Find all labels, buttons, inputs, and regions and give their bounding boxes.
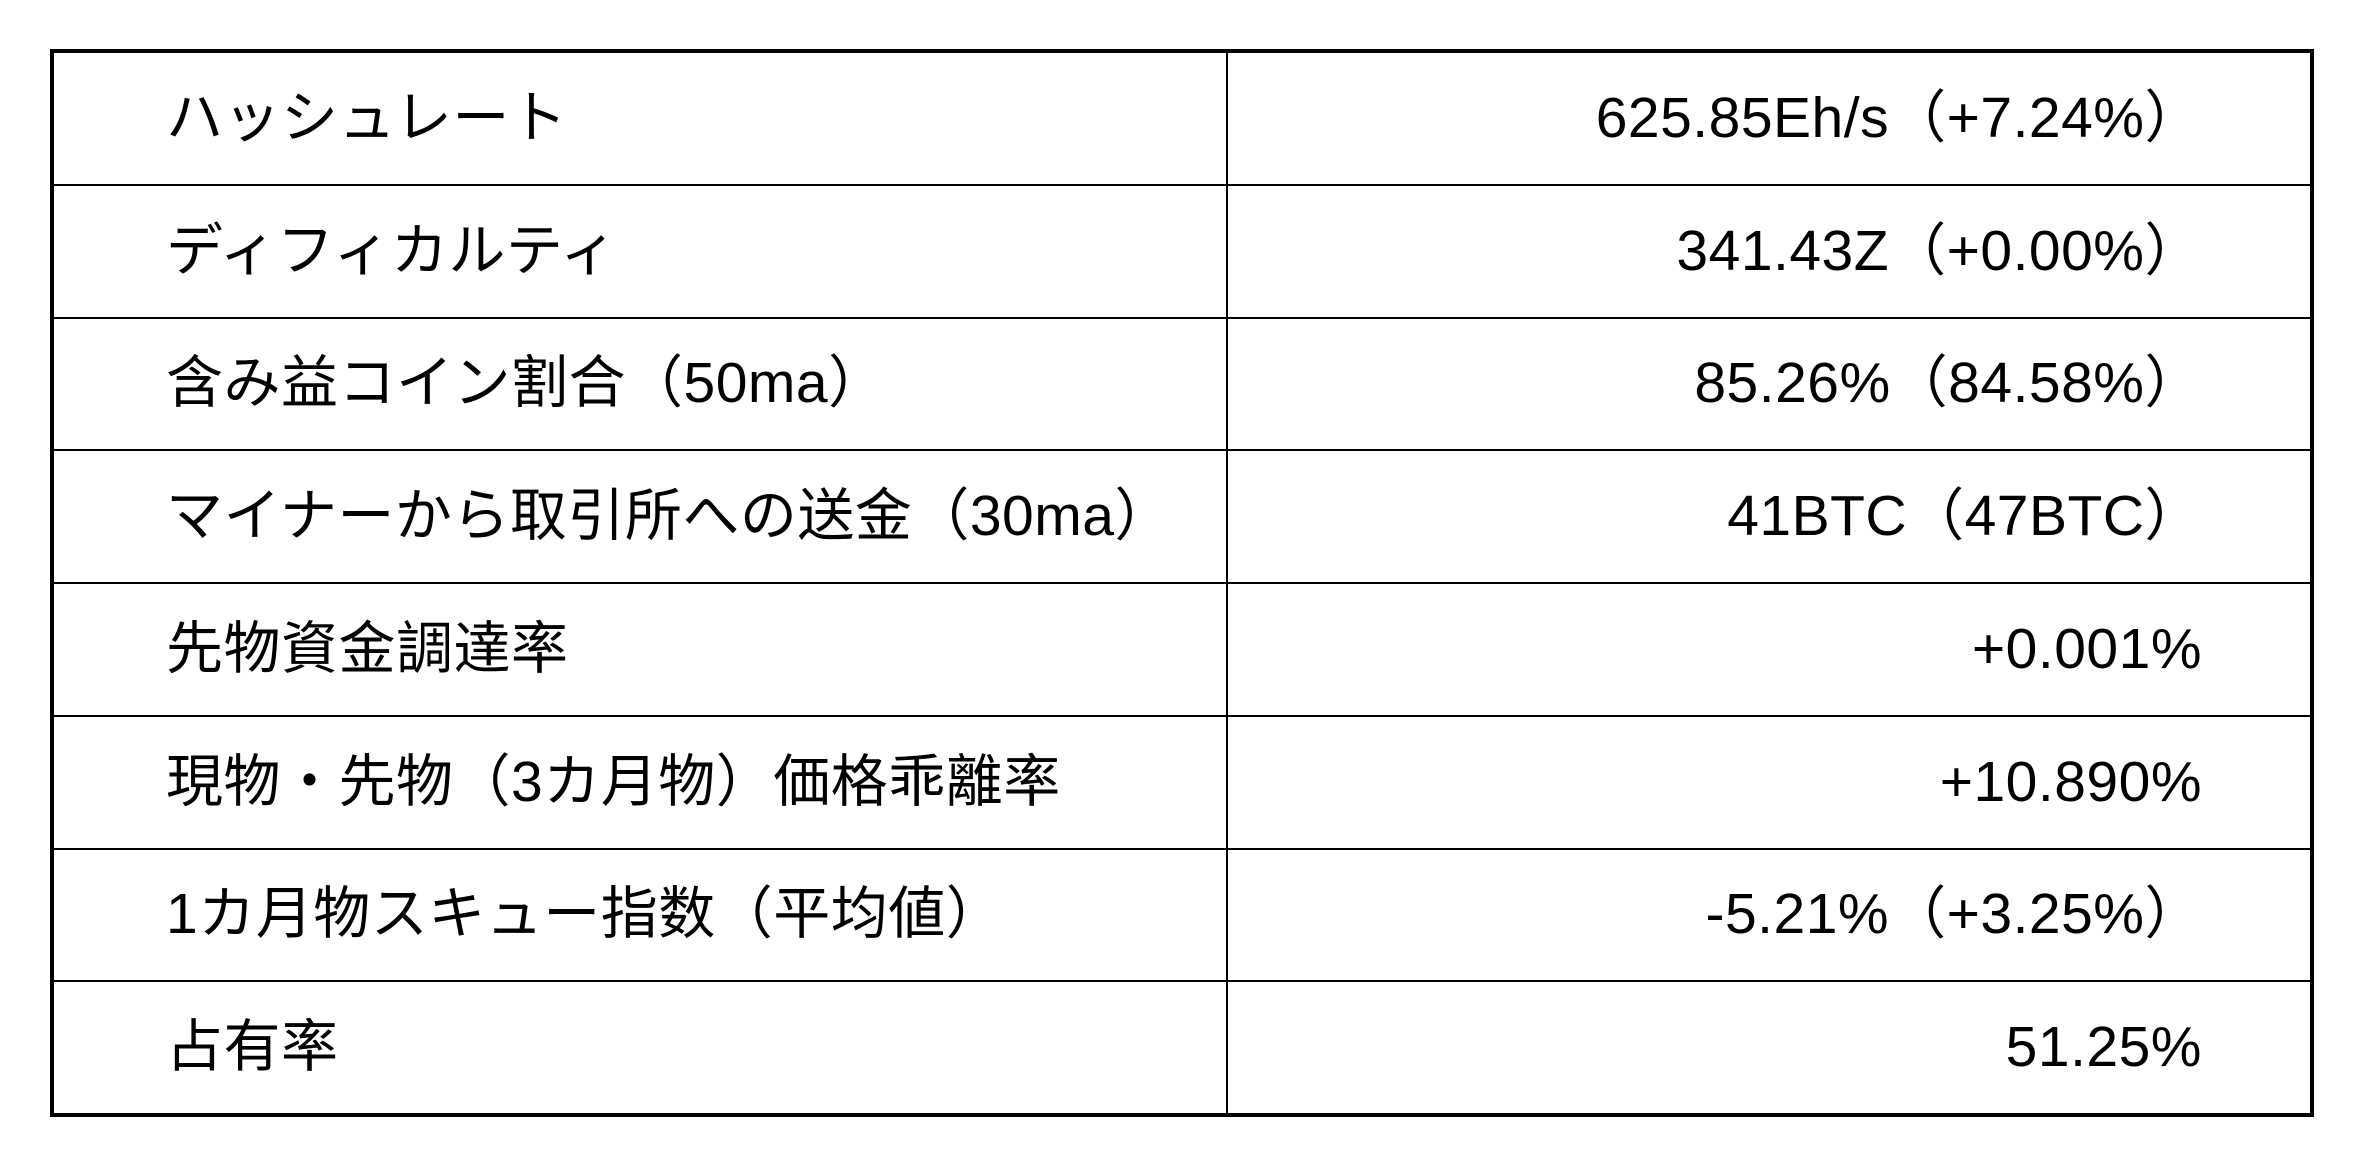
table-row: ディフィカルティ 341.43Z（+0.00%） — [54, 185, 2310, 319]
metric-value: 41BTC（47BTC） — [1727, 484, 2202, 549]
table-row: 占有率 51.25% — [54, 982, 2310, 1113]
metric-label: 先物資金調達率 — [54, 584, 1228, 715]
metric-label: 1カ月物スキュー指数（平均値） — [54, 849, 1228, 981]
metric-label: マイナーから取引所への送金（30ma） — [54, 451, 1228, 582]
metric-value: +0.001% — [1971, 616, 2202, 681]
metric-label: 占有率 — [54, 982, 1228, 1113]
metric-value: -5.21%（+3.25%） — [1705, 882, 2202, 947]
crypto-metrics-table: ハッシュレート 625.85Eh/s（+7.24%） ディフィカルティ 341.… — [50, 49, 2314, 1117]
metric-value: +10.890% — [1939, 749, 2202, 814]
table-row: 1カ月物スキュー指数（平均値） -5.21%（+3.25%） — [54, 849, 2310, 983]
table-row: マイナーから取引所への送金（30ma） 41BTC（47BTC） — [54, 451, 2310, 584]
table-row: 現物・先物（3カ月物）価格乖離率 +10.890% — [54, 716, 2310, 850]
metric-label: ハッシュレート — [54, 53, 1228, 184]
metric-label: 含み益コイン割合（50ma） — [54, 318, 1228, 450]
metric-value: 85.26%（84.58%） — [1694, 351, 2202, 416]
metric-value: 341.43Z（+0.00%） — [1676, 218, 2202, 283]
metric-label: 現物・先物（3カ月物）価格乖離率 — [54, 716, 1228, 848]
metric-value: 625.85Eh/s（+7.24%） — [1595, 85, 2202, 150]
table-row: 含み益コイン割合（50ma） 85.26%（84.58%） — [54, 318, 2310, 452]
table-row: 先物資金調達率 +0.001% — [54, 584, 2310, 717]
metric-value: 51.25% — [2005, 1015, 2202, 1080]
metric-label: ディフィカルティ — [54, 185, 1228, 317]
table-row: ハッシュレート 625.85Eh/s（+7.24%） — [54, 53, 2310, 186]
